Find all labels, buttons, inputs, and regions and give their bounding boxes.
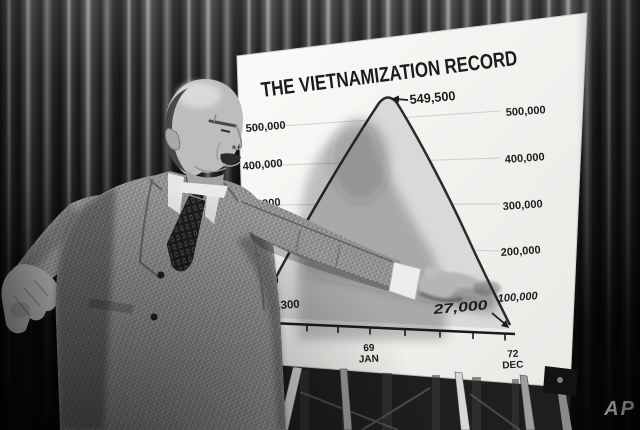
x-tick-year: 72 xyxy=(507,349,519,361)
ap-watermark: AP xyxy=(603,398,636,420)
open-mouth xyxy=(220,153,241,165)
nostril xyxy=(232,145,236,149)
bald-crown-highlight xyxy=(177,82,221,108)
chart-board: THE VIETNAMIZATION RECORD 549,500 23,300… xyxy=(236,12,588,389)
easel-clamp-bolt xyxy=(557,377,563,383)
x-tick-month: DEC xyxy=(502,359,524,371)
jacket-button xyxy=(150,313,158,321)
motion-blur-smear xyxy=(473,281,501,295)
x-tick-month: JAN xyxy=(359,353,380,365)
jacket-button xyxy=(157,271,165,279)
x-tick-year: 69 xyxy=(363,343,375,355)
